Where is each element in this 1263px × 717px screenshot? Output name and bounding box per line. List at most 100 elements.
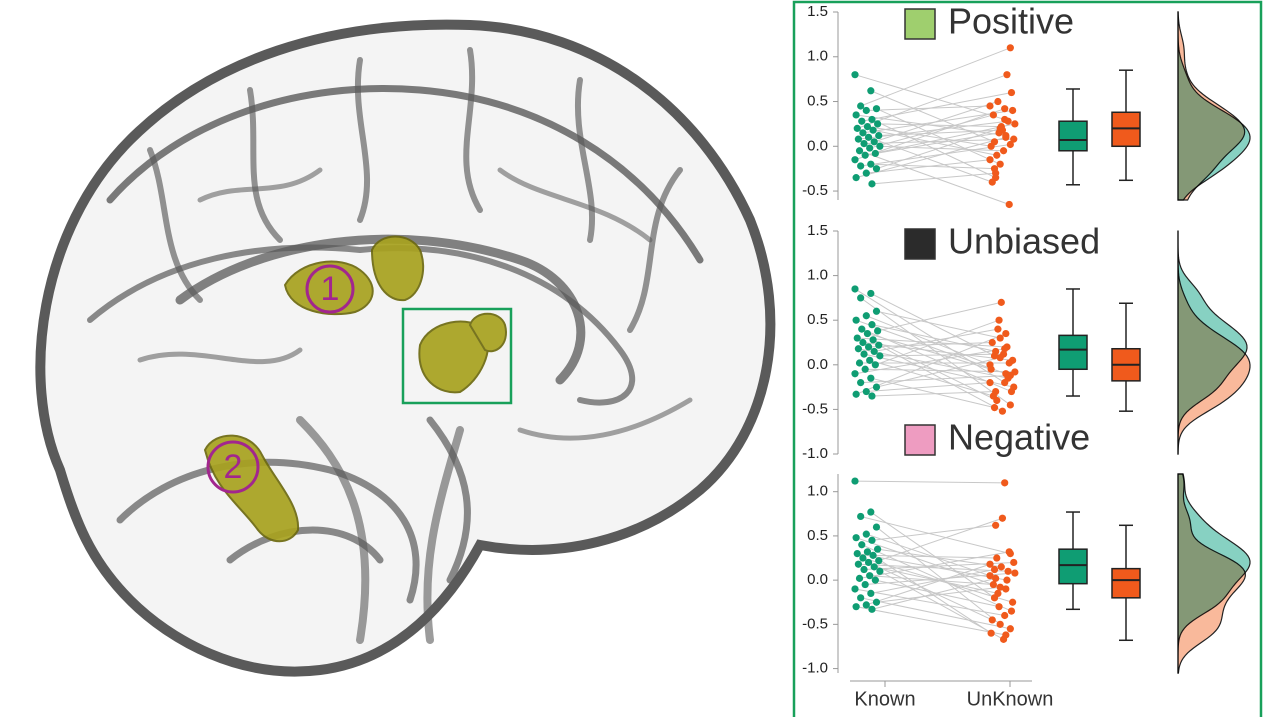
point xyxy=(986,379,993,386)
point xyxy=(1007,141,1014,148)
point xyxy=(866,572,873,579)
point xyxy=(869,336,876,343)
point xyxy=(988,630,995,637)
brain-outline xyxy=(40,25,770,672)
point xyxy=(868,392,875,399)
point xyxy=(998,563,1005,570)
point xyxy=(857,379,864,386)
point xyxy=(992,170,999,177)
point xyxy=(989,339,996,346)
y-tick-label: 0.0 xyxy=(807,356,828,373)
point xyxy=(851,285,858,292)
point xyxy=(998,299,1005,306)
point xyxy=(1003,71,1010,78)
point xyxy=(988,143,995,150)
point xyxy=(997,161,1004,168)
point xyxy=(856,147,863,154)
point xyxy=(851,477,858,484)
point xyxy=(1001,345,1008,352)
point xyxy=(993,554,1000,561)
point xyxy=(859,554,866,561)
point xyxy=(1008,607,1015,614)
point xyxy=(1006,201,1013,208)
point xyxy=(863,388,870,395)
point xyxy=(986,102,993,109)
point xyxy=(992,348,999,355)
y-tick-label: -0.5 xyxy=(802,400,828,417)
point xyxy=(851,71,858,78)
box xyxy=(1059,549,1087,583)
title-swatch xyxy=(905,9,935,39)
density xyxy=(1178,12,1245,200)
pair-line xyxy=(855,75,1005,120)
point xyxy=(865,343,872,350)
pair-line xyxy=(876,358,1000,387)
point xyxy=(867,290,874,297)
title-swatch xyxy=(905,425,935,455)
y-tick-label: 0.5 xyxy=(807,527,828,544)
point xyxy=(872,577,879,584)
point xyxy=(853,534,860,541)
point xyxy=(853,317,860,324)
point xyxy=(866,357,873,364)
point xyxy=(855,561,862,568)
point xyxy=(854,334,861,341)
point xyxy=(997,584,1004,591)
y-tick-label: 1.0 xyxy=(807,48,828,65)
point xyxy=(873,523,880,530)
y-tick-label: -1.0 xyxy=(802,660,828,677)
point xyxy=(868,116,875,123)
point xyxy=(872,150,879,157)
point xyxy=(997,334,1004,341)
point xyxy=(855,136,862,143)
point xyxy=(851,585,858,592)
point xyxy=(994,590,1001,597)
point xyxy=(860,566,867,573)
point xyxy=(863,601,870,608)
point xyxy=(874,327,881,334)
point xyxy=(1002,330,1009,337)
point xyxy=(858,326,865,333)
y-tick-label: 0.0 xyxy=(807,571,828,588)
point xyxy=(854,550,861,557)
point xyxy=(990,581,997,588)
point xyxy=(874,546,881,553)
x-tick-label: Known xyxy=(854,688,915,710)
point xyxy=(854,125,861,132)
point xyxy=(873,599,880,606)
point xyxy=(992,575,999,582)
point xyxy=(1000,147,1007,154)
point xyxy=(863,312,870,319)
point xyxy=(863,170,870,177)
point xyxy=(1006,359,1013,366)
point xyxy=(872,361,879,368)
point xyxy=(853,111,860,118)
pair-line xyxy=(855,481,1005,483)
point xyxy=(853,603,860,610)
point xyxy=(862,152,869,159)
pair-line xyxy=(866,383,990,392)
point xyxy=(876,568,883,575)
point xyxy=(868,180,875,187)
point xyxy=(1006,548,1013,555)
y-tick-label: 1.5 xyxy=(807,222,828,239)
point xyxy=(871,348,878,355)
point xyxy=(865,559,872,566)
point xyxy=(991,404,998,411)
point xyxy=(874,120,881,127)
panel-title: Negative xyxy=(948,417,1090,458)
point xyxy=(863,107,870,114)
point xyxy=(1002,631,1009,638)
pair-line xyxy=(872,325,996,352)
point xyxy=(876,352,883,359)
pair-line xyxy=(876,587,1000,602)
point xyxy=(863,531,870,538)
point xyxy=(867,508,874,515)
point xyxy=(868,537,875,544)
point xyxy=(997,125,1004,132)
y-tick-label: 1.5 xyxy=(807,3,828,20)
y-tick-label: -0.5 xyxy=(802,615,828,632)
point xyxy=(860,350,867,357)
x-tick-label: UnKnown xyxy=(967,688,1054,710)
point xyxy=(867,375,874,382)
